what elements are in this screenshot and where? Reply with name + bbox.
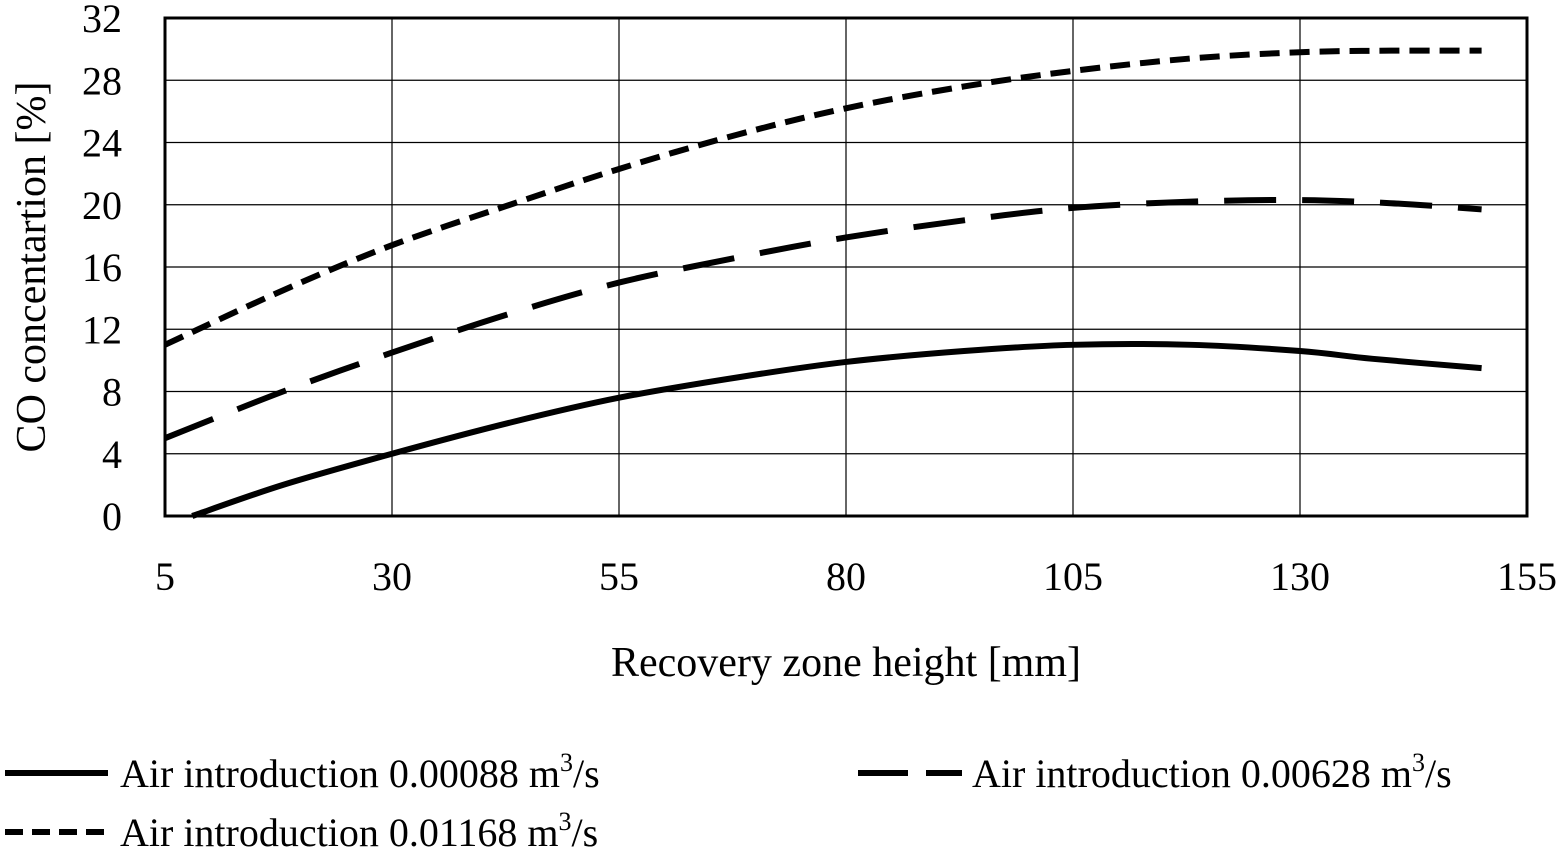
series-line-3 [163, 47, 1482, 348]
y-tick-label: 4 [102, 432, 122, 477]
grid-lines [164, 17, 1528, 517]
legend-label-unit: /s [573, 751, 600, 796]
x-tick-label: 130 [1270, 554, 1330, 599]
x-axis-title: Recovery zone height [mm] [611, 640, 1081, 686]
x-tick-label: 155 [1497, 554, 1557, 599]
y-tick-label: 0 [102, 494, 122, 539]
legend-label: Air introduction 0.00628 m3/s [972, 748, 1452, 796]
legend-label-unit: /s [571, 810, 598, 850]
legend-item-3: Air introduction 0.01168 m3/s [5, 807, 598, 850]
legend-label-superscript: 3 [558, 807, 571, 836]
legend-label: Air introduction 0.01168 m3/s [120, 807, 598, 850]
y-tick-label: 12 [82, 307, 122, 352]
x-tick-label: 105 [1043, 554, 1103, 599]
y-tick-labels: 0 4 8 12 16 20 24 28 32 [82, 0, 122, 539]
x-tick-label: 5 [155, 554, 175, 599]
y-tick-label: 24 [82, 121, 122, 166]
x-tick-label: 80 [826, 554, 866, 599]
legend-label-text: Air introduction 0.00628 m [972, 751, 1412, 796]
y-tick-label: 8 [102, 370, 122, 415]
legend-label-unit: /s [1425, 751, 1452, 796]
x-tick-label: 30 [372, 554, 412, 599]
y-tick-label: 32 [82, 0, 122, 41]
series-line-2 [163, 197, 1482, 441]
legend-label-superscript: 3 [560, 748, 573, 777]
plot-area-frame [163, 16, 1529, 518]
plot-series [163, 47, 1482, 519]
legend: Air introduction 0.00088 m3/s Air introdu… [5, 748, 1452, 850]
legend-label-text: Air introduction 0.01168 m [120, 810, 558, 850]
series-line-1 [191, 341, 1482, 519]
legend-label: Air introduction 0.00088 m3/s [120, 748, 600, 796]
x-tick-labels: 5 30 55 80 105 130 155 [155, 554, 1557, 599]
legend-label-superscript: 3 [1412, 748, 1425, 777]
y-tick-label: 16 [82, 245, 122, 290]
legend-label-text: Air introduction 0.00088 m [120, 751, 560, 796]
x-tick-label: 55 [599, 554, 639, 599]
y-tick-label: 28 [82, 58, 122, 103]
legend-item-1: Air introduction 0.00088 m3/s [5, 748, 600, 796]
y-axis-title: CO concentartion [%] [9, 82, 55, 453]
legend-item-2: Air introduction 0.00628 m3/s [858, 748, 1452, 796]
y-tick-label: 20 [82, 183, 122, 228]
